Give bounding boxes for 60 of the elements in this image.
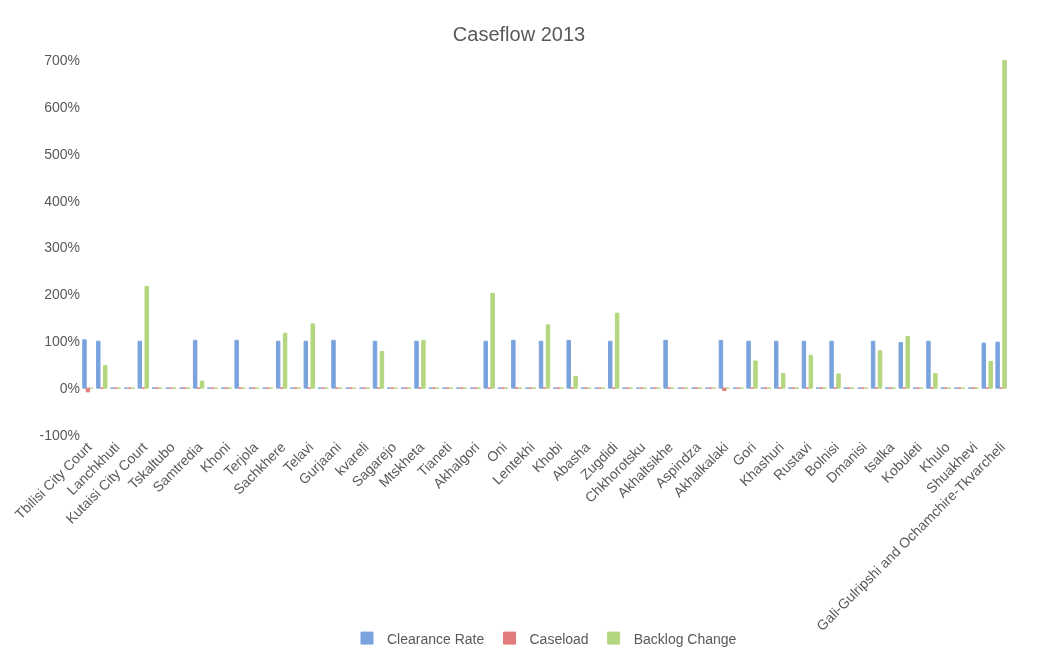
bar <box>490 292 495 389</box>
bar <box>372 340 378 389</box>
bar <box>282 332 288 389</box>
bar <box>573 375 578 389</box>
bar <box>836 373 841 389</box>
bar <box>414 340 419 389</box>
bar <box>995 341 1000 389</box>
bar <box>102 365 108 389</box>
bar <box>144 285 149 389</box>
bar <box>1002 60 1007 389</box>
bar <box>774 340 779 389</box>
bar <box>545 324 551 389</box>
y-tick-label: 200% <box>44 286 80 303</box>
chart-title: Caseflow 2013 <box>452 22 586 45</box>
bar <box>538 340 544 389</box>
bar <box>746 340 751 389</box>
bar <box>85 387 91 393</box>
bar <box>331 339 336 389</box>
bar <box>808 354 814 389</box>
bar <box>483 340 488 389</box>
bar <box>988 360 993 389</box>
y-tick-label: 600% <box>44 98 80 115</box>
bar <box>926 340 931 389</box>
y-tick-label: 100% <box>44 333 80 350</box>
bar <box>801 340 807 389</box>
bar <box>379 351 385 389</box>
bar <box>566 339 571 389</box>
bar <box>192 339 198 389</box>
legend-label: Clearance Rate <box>387 630 485 647</box>
bar <box>663 339 668 389</box>
bar <box>870 340 876 389</box>
y-tick-label: 700% <box>44 51 80 68</box>
bar <box>303 340 309 389</box>
bar <box>898 342 903 389</box>
bar <box>933 373 938 389</box>
bar <box>234 339 239 389</box>
bar <box>82 339 87 389</box>
bar <box>614 312 620 389</box>
bar <box>137 340 143 389</box>
y-tick-label: 300% <box>44 239 80 256</box>
y-tick-label: -100% <box>39 426 80 443</box>
y-tick-label: 500% <box>44 145 80 162</box>
bar <box>753 360 758 389</box>
bar <box>607 340 613 389</box>
bar <box>199 380 205 389</box>
bar <box>722 387 727 391</box>
bar <box>780 373 786 389</box>
bar <box>275 340 281 389</box>
y-tick-label: 400% <box>44 192 80 209</box>
y-tick-label: 0% <box>59 380 80 397</box>
legend-label: Backlog Change <box>633 630 737 647</box>
bar <box>905 336 910 389</box>
bar <box>310 323 315 389</box>
bar <box>981 342 987 389</box>
legend-label: Caseload <box>529 630 589 647</box>
bar <box>96 340 101 389</box>
bar <box>829 340 834 389</box>
bar <box>511 339 516 389</box>
bar <box>421 339 426 389</box>
bar <box>877 350 883 389</box>
